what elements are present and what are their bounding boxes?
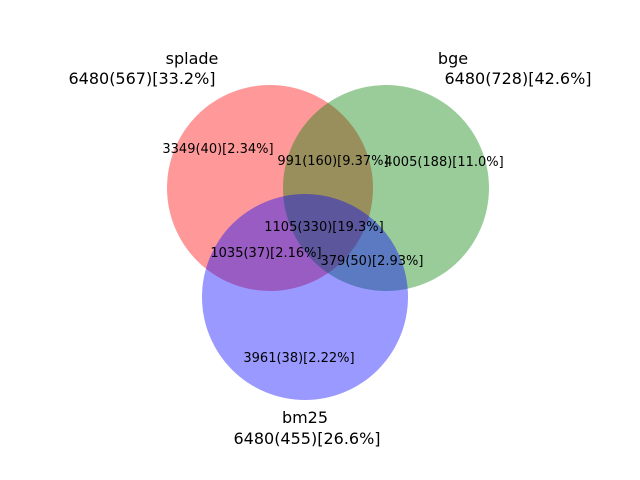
- bge-set-stats: 6480(728)[42.6%]: [444, 69, 591, 88]
- region-all-three: 1105(330)[19.3%]: [264, 220, 383, 235]
- splade-set-name: splade: [166, 49, 219, 68]
- region-bm25-only: 3961(38)[2.22%]: [243, 351, 354, 366]
- bm25-circle: [202, 194, 408, 400]
- bm25-set-stats: 6480(455)[26.6%]: [233, 429, 380, 448]
- bm25-set-name: bm25: [282, 408, 328, 427]
- splade-circle: [167, 85, 373, 291]
- bge-set-name: bge: [438, 49, 468, 68]
- splade-set-stats: 6480(567)[33.2%]: [68, 69, 215, 88]
- region-splade-only: 3349(40)[2.34%]: [162, 142, 273, 157]
- region-bge-only: 4005(188)[11.0%]: [384, 155, 503, 170]
- region-splade-bm25: 1035(37)[2.16%]: [210, 246, 321, 261]
- bge-circle: [283, 85, 489, 291]
- region-bge-bm25: 379(50)[2.93%]: [321, 254, 424, 269]
- region-splade-bge: 991(160)[9.37%]: [277, 154, 388, 169]
